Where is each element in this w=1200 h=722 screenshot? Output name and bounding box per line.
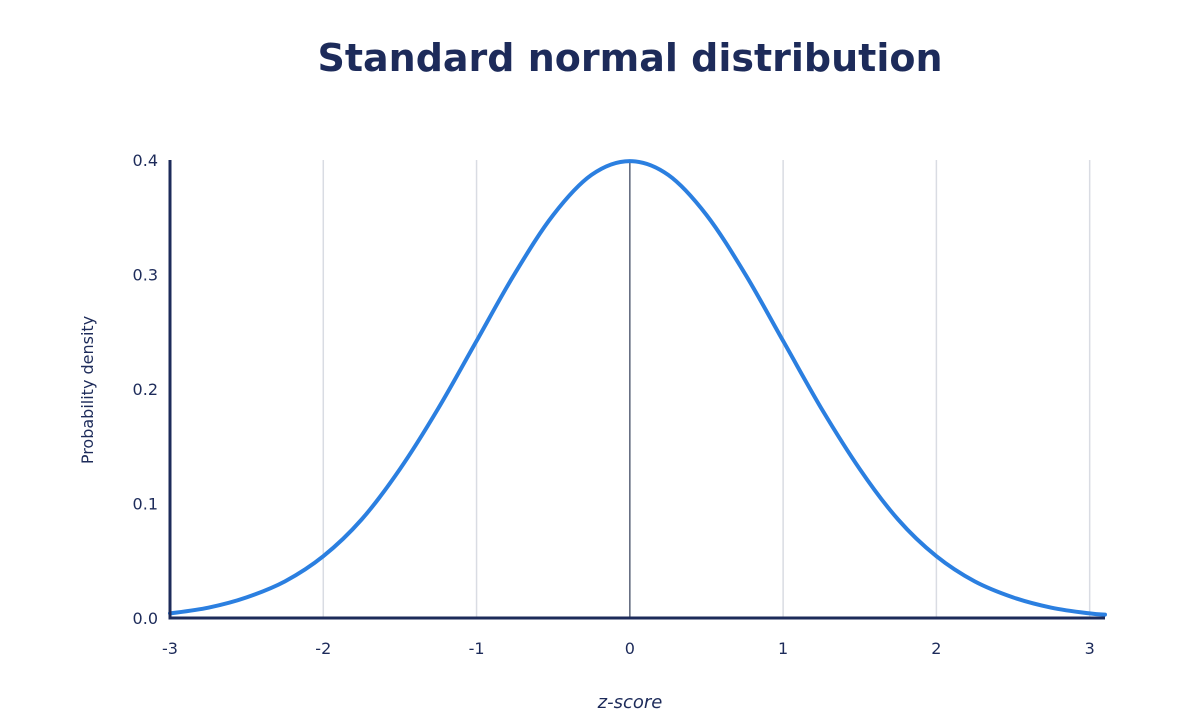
x-tick-label--2: -2 (315, 639, 331, 658)
chart-title: Standard normal distribution (317, 36, 942, 80)
y-tick-label-0.0: 0.0 (133, 609, 158, 628)
y-tick-label-0.2: 0.2 (133, 380, 158, 399)
y-axis-label: Probability density (78, 316, 97, 464)
y-tick-label-0.3: 0.3 (133, 266, 158, 285)
x-tick-labels: -3 -2 -1 0 1 2 3 (162, 639, 1095, 658)
y-tick-label-0.1: 0.1 (133, 495, 158, 514)
x-tick-label-2: 2 (931, 639, 941, 658)
grid-lines (322, 160, 1091, 618)
x-tick-label--1: -1 (469, 639, 485, 658)
density-curve (168, 159, 1107, 617)
x-tick-label--3: -3 (162, 639, 178, 658)
x-tick-label-0: 0 (625, 639, 635, 658)
x-axis-label: z-score (597, 692, 663, 713)
y-tick-label-0.4: 0.4 (133, 151, 158, 170)
curve-layer (168, 159, 1107, 617)
axes (168, 160, 1105, 620)
x-tick-label-3: 3 (1085, 639, 1095, 658)
x-tick-label-1: 1 (778, 639, 788, 658)
y-tick-labels: 0.0 0.1 0.2 0.3 0.4 (133, 151, 158, 628)
